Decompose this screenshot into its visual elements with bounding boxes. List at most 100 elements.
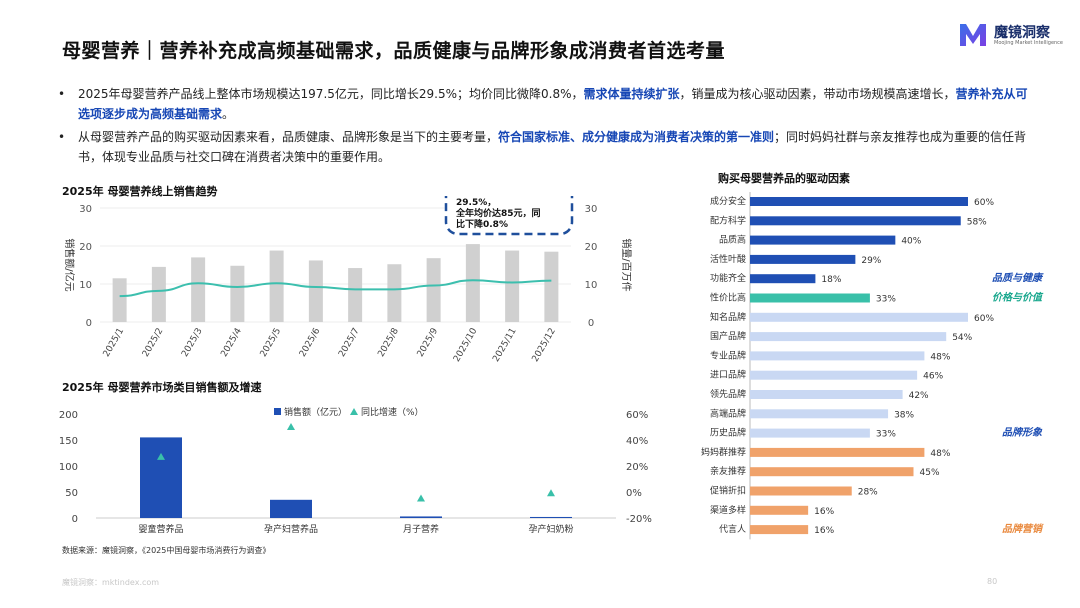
category-label: 促销折扣 (710, 485, 746, 497)
y2-tick-label: 0 (588, 318, 594, 329)
y-tick-label: 20 (79, 242, 92, 253)
legend-label-sales: 销售额（亿元） (284, 406, 347, 418)
x-tick-label: 2025/5 (259, 327, 283, 359)
y-tick-label: 100 (59, 462, 78, 473)
brand-logo: 魔镜洞察 Moojing Market Intelligence (958, 20, 1068, 50)
driver-bar (750, 486, 852, 496)
group-label: 品质与健康 (992, 272, 1044, 284)
category-label: 性价比高 (710, 292, 746, 304)
sales-bar (426, 258, 441, 322)
category-label: 成分安全 (710, 195, 746, 207)
driver-bar (750, 447, 925, 457)
bullet-text: 2025年母婴营养产品线上整体市场规模达197.5亿元，同比增长29.5%；均价… (78, 87, 584, 101)
sales-bar (112, 278, 127, 322)
value-label: 46% (923, 372, 943, 382)
x-tick-label: 2025/12 (531, 327, 558, 364)
value-label: 33% (876, 295, 896, 305)
brand-name: 魔镜洞察 (994, 25, 1050, 41)
category-label: 专业品牌 (710, 349, 746, 361)
value-label: 29% (861, 256, 881, 266)
legend-swatch-sales (274, 408, 281, 415)
category-chart-title: 2025年 母婴营养市场类目销售额及增速 (62, 381, 262, 394)
annotation-text: 全年均价达85元，同 (455, 207, 541, 219)
driver-bar (750, 332, 947, 342)
y2-tick-label: 40% (626, 436, 648, 447)
y-tick-label: 150 (59, 436, 78, 447)
category-label: 领先品牌 (710, 388, 746, 400)
x-tick-label: 2025/2 (141, 327, 165, 359)
x-tick-label: 婴童营养品 (138, 523, 183, 535)
x-tick-label: 2025/7 (337, 327, 361, 359)
y2-tick-label: -20% (626, 514, 652, 525)
value-label: 18% (821, 275, 841, 285)
category-label: 活性叶酸 (710, 253, 746, 265)
value-label: 33% (876, 430, 896, 440)
y-tick-label: 200 (59, 410, 78, 421)
x-tick-label: 2025/8 (376, 326, 401, 359)
sales-bar (269, 250, 284, 322)
x-tick-label: 月子营养 (403, 523, 439, 535)
y2-tick-label: 60% (626, 410, 648, 421)
y2-tick-label: 20% (626, 462, 648, 473)
driver-bar (750, 293, 870, 303)
growth-marker (547, 489, 555, 497)
legend-label-growth: 同比增速（%） (361, 406, 424, 418)
bullet-dot: • (58, 87, 66, 101)
bullet-text: 从母婴营养产品的购买驱动因素来看，品质健康、品牌形象是当下的主要考量， (78, 130, 499, 144)
driver-bar (750, 254, 856, 264)
value-label: 16% (814, 526, 834, 536)
sales-bar (400, 516, 442, 518)
highlight-text: 需求体量持续扩张 (583, 87, 680, 101)
group-label: 品牌形象 (1002, 427, 1043, 439)
x-tick-label: 2025/3 (180, 327, 204, 359)
trend-chart: 0 10 20 30 0 10 20 30 销售额/亿元 销量/百万件 2025/1 2025/2 20… (63, 196, 633, 364)
value-label: 60% (974, 198, 994, 208)
value-label: 54% (952, 333, 972, 343)
driver-bar (750, 197, 968, 206)
group-label: 品牌营销 (1002, 523, 1044, 535)
summary-bullet: • 2025年母婴营养产品线上整体市场规模达197.5亿元，同比增长29.5%；均… (58, 84, 1033, 124)
driver-bar (750, 428, 870, 438)
sales-bar (387, 264, 402, 322)
growth-marker (287, 423, 295, 430)
x-tick-label: 2025/9 (416, 326, 441, 359)
y2-tick-label: 10 (585, 280, 598, 291)
category-label: 亲友推荐 (710, 465, 746, 477)
data-source: 数据来源：魔镜洞察，《2025中国母婴市场消费行为调查》 (62, 546, 271, 555)
driver-bar (750, 505, 809, 515)
y2-axis-label: 销量/百万件 (620, 238, 633, 291)
value-label: 38% (894, 410, 914, 420)
bullet-text: 。 (222, 107, 235, 121)
growth-marker (417, 494, 425, 502)
sales-bar (505, 250, 520, 322)
value-label: 28% (858, 488, 878, 498)
sales-bar (191, 257, 206, 322)
category-label: 妈妈群推荐 (701, 446, 746, 458)
summary-bullet: • 从母婴营养产品的购买驱动因素来看，品质健康、品牌形象是当下的主要考量，符合国家… (58, 127, 1033, 167)
sales-bar (308, 260, 323, 322)
y-tick-label: 30 (79, 204, 92, 215)
driver-bar (750, 312, 968, 322)
category-label: 进口品牌 (710, 369, 746, 381)
driver-bar (750, 351, 925, 361)
driver-chart: 成分安全 60% 配方科学 58% 品质高 40% 活性叶酸 29% 功能齐全 18% 性价比高 33… (701, 192, 1044, 540)
x-tick-label: 2025/1 (102, 327, 126, 359)
sales-bar (230, 265, 245, 322)
x-tick-label: 2025/11 (491, 327, 518, 364)
value-label: 60% (974, 314, 994, 324)
category-label: 品质高 (719, 234, 746, 246)
group-label: 价格与价值 (992, 292, 1044, 304)
value-label: 58% (967, 217, 987, 227)
y-axis-label: 销售额/亿元 (63, 238, 76, 291)
driver-chart-title: 购买母婴营养品的驱动因素 (718, 172, 850, 185)
value-label: 48% (930, 352, 950, 362)
sales-bar (270, 499, 312, 518)
x-tick-label: 孕产妇营养品 (264, 523, 318, 535)
y2-tick-label: 30 (585, 204, 598, 215)
x-tick-label: 2025/6 (298, 326, 323, 359)
category-label: 历史品牌 (710, 427, 746, 439)
brand-subtitle: Moojing Market Intelligence (994, 40, 1064, 46)
growth-marker (157, 452, 165, 460)
annotation-text: 25年销售额同比增加 (456, 196, 541, 197)
summary-bullets: • 2025年母婴营养产品线上整体市场规模达197.5亿元，同比增长29.5%；均… (58, 84, 1033, 170)
